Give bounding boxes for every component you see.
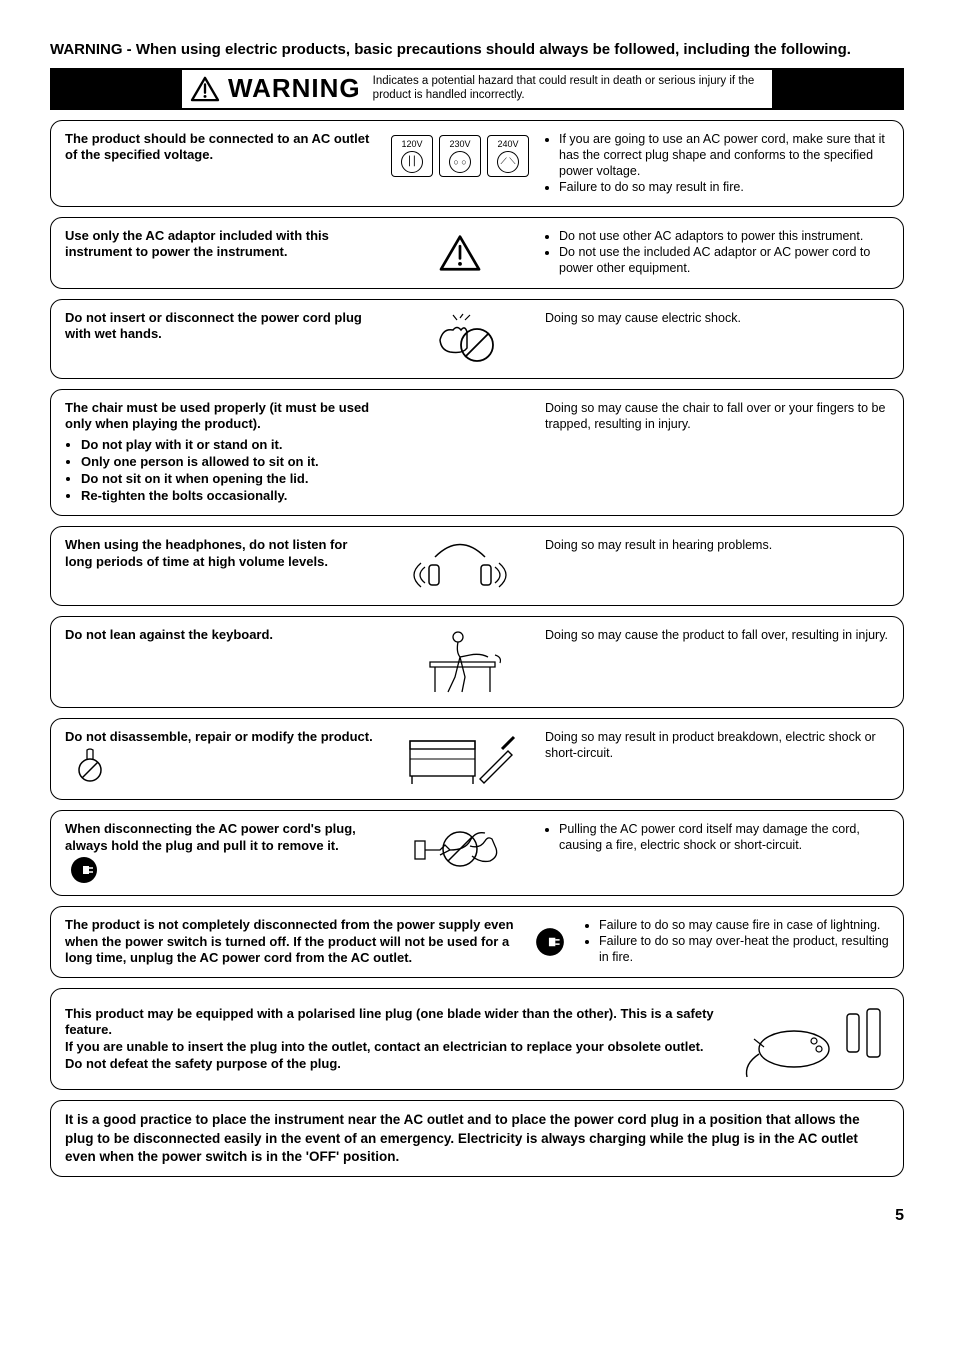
row-left: Do not disassemble, repair or modify the…: [65, 729, 375, 782]
polarised-text: This product may be equipped with a pola…: [65, 1006, 729, 1074]
warning-row: The product is not completely disconnect…: [50, 906, 904, 979]
warning-row: The chair must be used properly (it must…: [50, 389, 904, 516]
warning-row: When disconnecting the AC power cord's p…: [50, 810, 904, 896]
caution-triangle-icon: [438, 234, 482, 272]
row-right: Doing so may cause the chair to fall ove…: [545, 400, 889, 433]
row-right: Doing so may result in product breakdown…: [545, 729, 889, 762]
row-left: Do not insert or disconnect the power co…: [65, 310, 375, 344]
intro-text: WARNING - When using electric products, …: [50, 40, 904, 60]
banner-content: WARNING Indicates a potential hazard tha…: [182, 70, 772, 108]
row-right: Do not use other AC adaptors to power th…: [545, 228, 889, 277]
volt-240-icon: 240V⟋ ⟍: [487, 135, 529, 177]
row-right: If you are going to use an AC power cord…: [545, 131, 889, 196]
warning-row: Use only the AC adaptor included with th…: [50, 217, 904, 289]
warning-row: Do not lean against the keyboard. Doing …: [50, 616, 904, 708]
row-icon: [385, 821, 535, 876]
banner-stripe-left: [52, 70, 182, 108]
polarised-plug-icon: [739, 999, 889, 1079]
page-number: 5: [50, 1207, 904, 1225]
row-left: When using the headphones, do not listen…: [65, 537, 375, 571]
unplug-mandatory-icon: [69, 855, 99, 885]
row-icon: [385, 310, 535, 368]
warning-row: The product should be connected to an AC…: [50, 120, 904, 207]
volt-120-icon: 120V⎮⎮: [391, 135, 433, 177]
row-right: Failure to do so may cause fire in case …: [585, 917, 889, 966]
row-left: Use only the AC adaptor included with th…: [65, 228, 375, 262]
row-icon: [525, 917, 575, 967]
row-left: The chair must be used properly (it must…: [65, 400, 375, 505]
row-icon: 120V⎮⎮ 230V○ ○ 240V⟋ ⟍: [385, 131, 535, 181]
no-touch-icon: [75, 746, 105, 782]
warning-row: Do not insert or disconnect the power co…: [50, 299, 904, 379]
headphones-loud-icon: [405, 537, 515, 595]
row-icon: [385, 627, 535, 697]
wet-hands-prohibited-icon: [415, 310, 505, 368]
row-icon: [385, 228, 535, 278]
hand-pull-cord-icon: [410, 821, 510, 876]
row-right: Doing so may result in hearing problems.: [545, 537, 889, 553]
row-left: The product is not completely disconnect…: [65, 917, 515, 968]
banner-desc: Indicates a potential hazard that could …: [373, 75, 764, 103]
warning-triangle-icon: [190, 76, 220, 102]
unplug-mandatory-icon: [534, 926, 566, 958]
footer-note: It is a good practice to place the instr…: [50, 1100, 904, 1177]
row-right: Doing so may cause the product to fall o…: [545, 627, 889, 643]
row-icon: [385, 537, 535, 595]
polarised-plug-row: This product may be equipped with a pola…: [50, 988, 904, 1090]
row-left: When disconnecting the AC power cord's p…: [65, 821, 375, 885]
warning-row: Do not disassemble, repair or modify the…: [50, 718, 904, 800]
lean-keyboard-icon: [410, 627, 510, 697]
row-icon: [385, 400, 535, 450]
warning-banner: WARNING Indicates a potential hazard tha…: [50, 68, 904, 110]
piano-screwdriver-icon: [400, 729, 520, 789]
row-left: The product should be connected to an AC…: [65, 131, 375, 165]
row-right: Pulling the AC power cord itself may dam…: [545, 821, 889, 854]
banner-title: WARNING: [228, 73, 361, 104]
row-icon: [385, 729, 535, 789]
volt-230-icon: 230V○ ○: [439, 135, 481, 177]
warning-row: When using the headphones, do not listen…: [50, 526, 904, 606]
row-right: Doing so may cause electric shock.: [545, 310, 889, 326]
banner-stripe-right: [772, 70, 902, 108]
row-left: Do not lean against the keyboard.: [65, 627, 375, 644]
